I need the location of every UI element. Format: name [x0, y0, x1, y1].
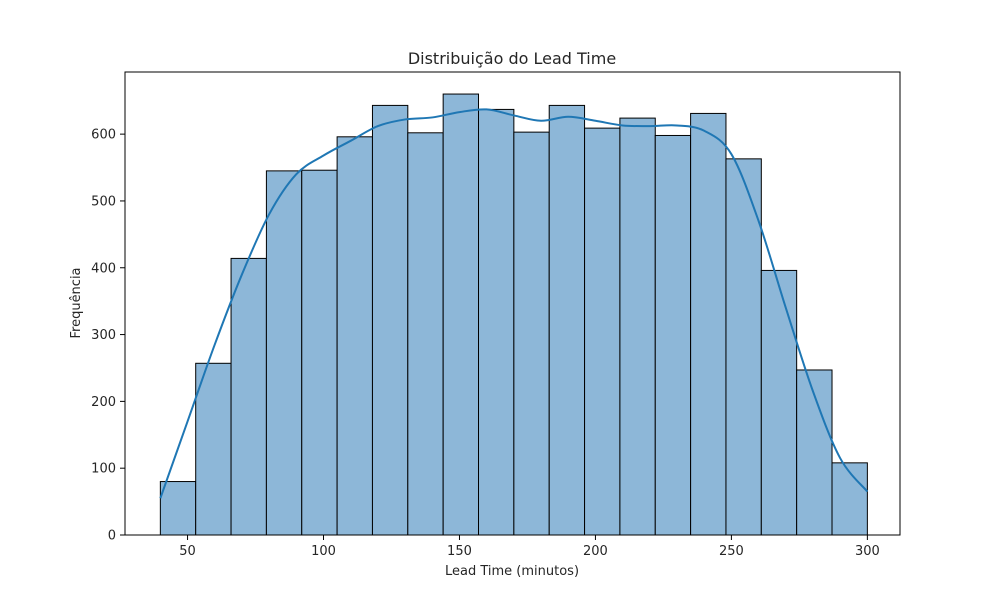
chart-title: Distribuição do Lead Time	[408, 49, 616, 68]
y-tick-label: 0	[108, 529, 116, 544]
x-tick-label: 250	[719, 544, 744, 559]
histogram-bar	[195, 362, 232, 536]
histogram-bar	[336, 136, 373, 536]
histogram-bar	[584, 127, 621, 536]
x-tick-label: 50	[179, 544, 196, 559]
histogram-bar	[230, 257, 267, 536]
x-tick-label: 150	[447, 544, 472, 559]
histogram-bar	[619, 117, 656, 536]
y-tick-label: 500	[91, 194, 116, 209]
y-tick-label: 100	[91, 462, 116, 477]
histogram-bar	[831, 462, 868, 536]
histogram-bar	[760, 269, 798, 536]
x-tick-label: 100	[311, 544, 336, 559]
histogram-bar	[725, 158, 762, 536]
x-axis-ticks: 50 100 150 200 250 300	[179, 535, 880, 559]
histogram-bar	[265, 170, 303, 536]
x-tick-label: 200	[583, 544, 608, 559]
histogram-bar	[442, 93, 480, 536]
histogram-bar	[654, 134, 692, 536]
x-tick-label: 300	[855, 544, 880, 559]
y-axis-label: Frequência	[69, 267, 84, 338]
histogram-bar	[407, 132, 444, 536]
plot-frame	[124, 71, 901, 536]
histogram-bar	[478, 108, 515, 536]
y-axis-ticks: 0 100 200 300 400 500 600	[91, 128, 125, 544]
x-axis-label: Lead Time (minutos)	[445, 564, 579, 579]
histogram-bar	[690, 112, 727, 536]
histogram-bar	[371, 104, 409, 536]
y-tick-label: 400	[91, 261, 116, 276]
y-tick-label: 600	[91, 128, 116, 143]
bars-group	[159, 93, 868, 536]
histogram-bar	[513, 131, 550, 536]
histogram-bar	[301, 169, 338, 536]
y-tick-label: 300	[91, 328, 116, 343]
kde-curve	[159, 108, 869, 499]
y-tick-label: 200	[91, 395, 116, 410]
histogram-bar	[159, 481, 197, 536]
histogram-bar	[548, 104, 586, 536]
